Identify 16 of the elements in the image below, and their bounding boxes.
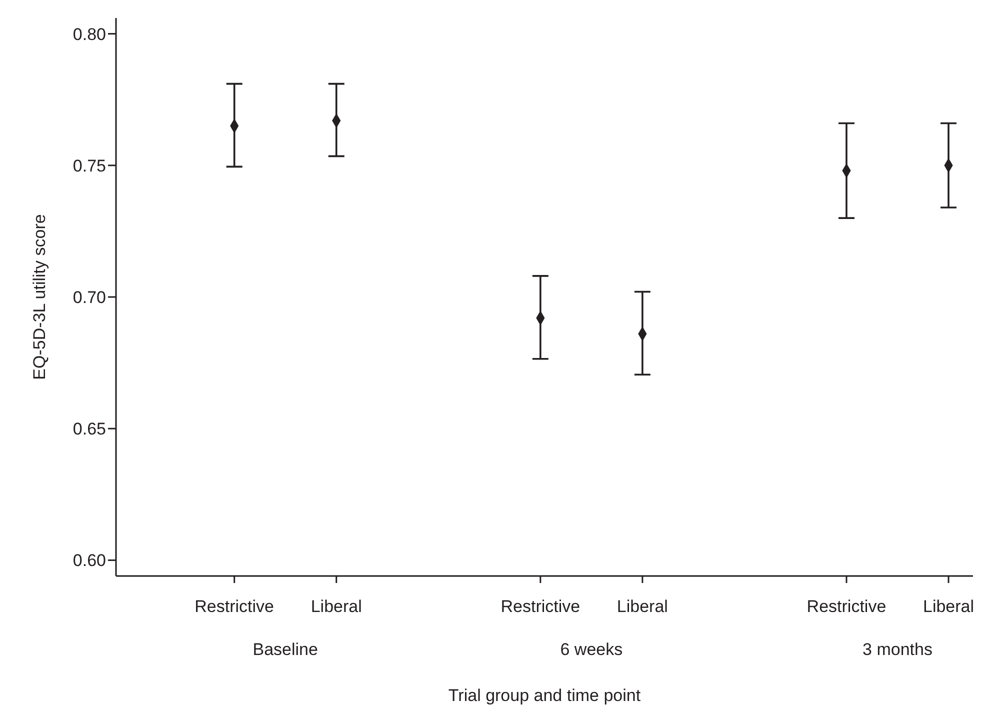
x-tick-label: Restrictive (806, 597, 886, 616)
x-axis-title: Trial group and time point (447, 686, 642, 706)
y-axis-title: EQ-5D-3L utility score (30, 214, 50, 380)
x-tick-label: Liberal (616, 597, 668, 616)
text: Baseline (252, 640, 319, 660)
y-tick-label: 0.65 (72, 420, 106, 439)
y-tick-label: 0.75 (72, 156, 106, 176)
y-tick-label: 0.80 (72, 24, 106, 44)
text: 6 weeks (559, 640, 624, 660)
x-tick-label: Liberal (922, 597, 974, 616)
x-tick-label: Restrictive (500, 597, 580, 616)
y-tick-label: 0.60 (72, 551, 106, 570)
y-tick-label: 0.70 (72, 288, 106, 308)
x-tick-label: Restrictive (194, 597, 274, 616)
text: 3 months (862, 640, 934, 660)
x-tick-label: Liberal (310, 597, 362, 616)
